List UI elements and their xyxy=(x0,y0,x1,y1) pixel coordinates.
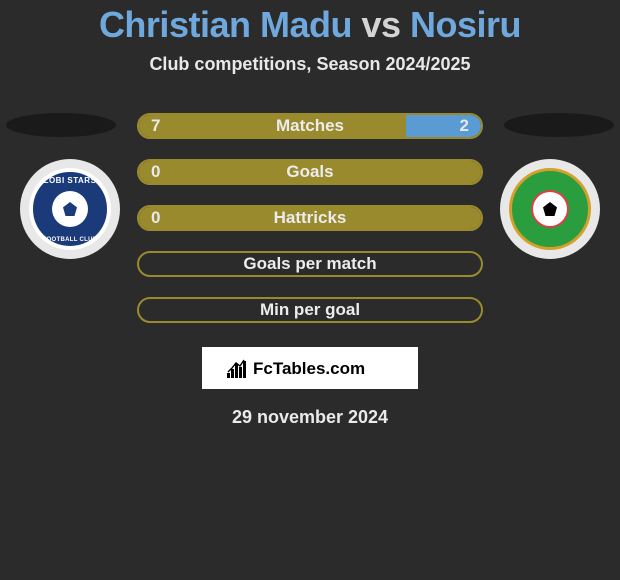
date-text: 29 november 2024 xyxy=(0,407,620,428)
stat-bar: Hattricks 0 xyxy=(137,205,483,231)
bar-label: Goals xyxy=(286,162,333,182)
bar-fill-right xyxy=(406,115,481,137)
svg-text:FcTables.com: FcTables.com xyxy=(253,359,365,378)
page-title: Christian Madu vs Nosiru xyxy=(0,4,620,46)
vs-text: vs xyxy=(361,4,400,45)
club-badge-left: LOBI STARS FOOTBALL CLUB xyxy=(20,159,120,259)
fctables-logo: FcTables.com xyxy=(202,347,418,389)
comparison-area: LOBI STARS FOOTBALL CLUB Matches 7 2 Goals 0… xyxy=(0,113,620,323)
stat-bar: Min per goal xyxy=(137,297,483,323)
subtitle: Club competitions, Season 2024/2025 xyxy=(0,54,620,75)
club-left-name: LOBI STARS xyxy=(44,176,97,185)
bar-label: Min per goal xyxy=(260,300,360,320)
bar-val-right: 2 xyxy=(460,116,469,136)
shadow-right xyxy=(504,113,614,137)
bar-fill-left xyxy=(139,115,406,137)
club-left-sub: FOOTBALL CLUB xyxy=(43,237,98,243)
bar-label: Matches xyxy=(276,116,344,136)
player2-name: Nosiru xyxy=(410,4,521,45)
bar-val-left: 7 xyxy=(151,116,160,136)
club-crest-right xyxy=(509,168,591,250)
club-crest-left: LOBI STARS FOOTBALL CLUB xyxy=(29,168,111,250)
bar-val-left: 0 xyxy=(151,208,160,228)
bar-label: Goals per match xyxy=(243,254,376,274)
stats-card: Christian Madu vs Nosiru Club competitio… xyxy=(0,0,620,428)
shadow-left xyxy=(6,113,116,137)
club-badge-right xyxy=(500,159,600,259)
player1-name: Christian Madu xyxy=(99,4,352,45)
stat-bar: Matches 7 2 xyxy=(137,113,483,139)
stat-bars: Matches 7 2 Goals 0 Hattricks 0 Goals per match… xyxy=(137,113,483,323)
stat-bar: Goals 0 xyxy=(137,159,483,185)
bar-label: Hattricks xyxy=(274,208,347,228)
soccer-ball-icon xyxy=(533,192,567,226)
soccer-ball-icon xyxy=(52,191,88,227)
stat-bar: Goals per match xyxy=(137,251,483,277)
bar-val-left: 0 xyxy=(151,162,160,182)
